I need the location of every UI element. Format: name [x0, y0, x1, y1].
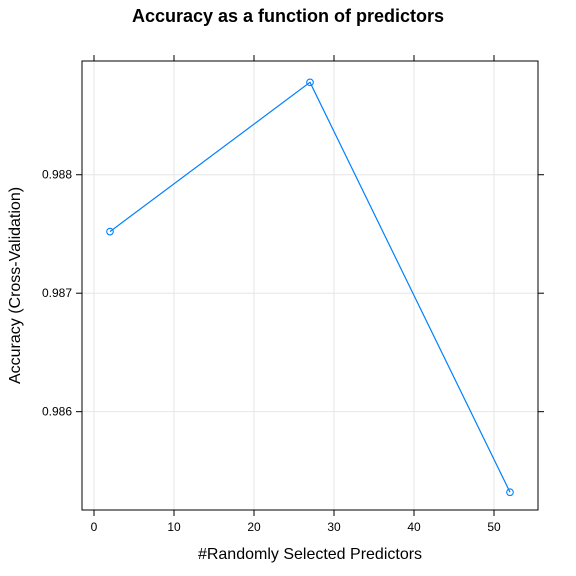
data-point — [506, 488, 514, 497]
x-tick-label: 50 — [487, 520, 501, 534]
y-tick-label: 0.988 — [42, 168, 72, 182]
y-tick-label: 0.986 — [42, 405, 72, 419]
x-tick-label: 0 — [91, 520, 98, 534]
data-point — [106, 227, 114, 236]
data-point — [306, 78, 314, 87]
x-tick-label: 20 — [247, 520, 261, 534]
x-axis-label: #Randomly Selected Predictors — [198, 546, 422, 563]
x-tick-label: 10 — [167, 520, 181, 534]
chart-title: Accuracy as a function of predictors — [132, 6, 444, 26]
series-line — [109, 81, 511, 493]
plot-frame — [81, 60, 539, 511]
y-axis-label: Accuracy (Cross-Validation) — [7, 187, 24, 384]
grid-lines — [82, 61, 538, 510]
y-tick-label: 0.987 — [42, 286, 72, 300]
x-tick-label: 40 — [407, 520, 421, 534]
x-tick-label: 30 — [327, 520, 341, 534]
series-layer — [106, 78, 514, 497]
axis-ticks: 0 10 20 30 40 50 0.986 0.987 0.988 — [42, 55, 544, 534]
